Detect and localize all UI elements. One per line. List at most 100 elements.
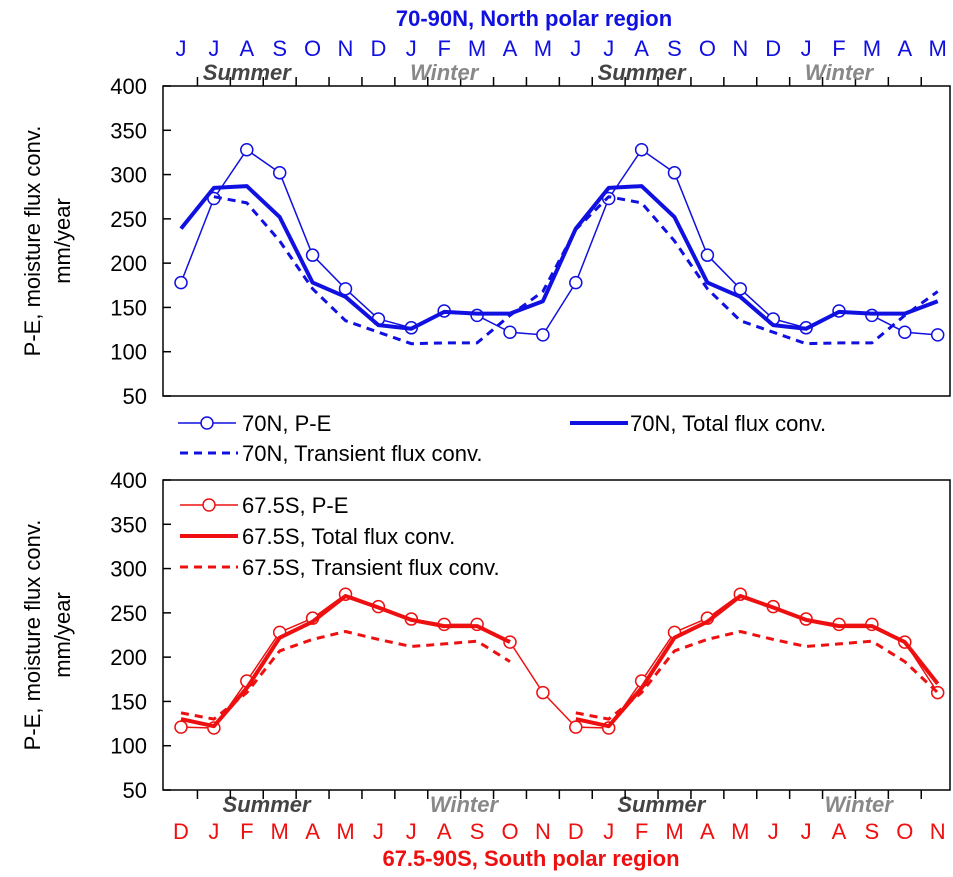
south-ytick-label: 250 — [110, 601, 147, 626]
south-month-label: J — [373, 819, 384, 844]
south-month-label: J — [603, 819, 614, 844]
south-ytick-label: 350 — [110, 512, 147, 537]
north-legend-pe-label: 70N, P-E — [242, 411, 331, 436]
north-month-label: M — [863, 36, 881, 61]
south-month-label: D — [173, 819, 189, 844]
south-ylabel-line2: mm/year — [50, 592, 75, 678]
south-series — [174, 587, 945, 735]
north-legend-transient: 70N, Transient flux conv. — [180, 441, 483, 466]
south-ytick-label: 50 — [123, 778, 147, 803]
south-legend-transient-label: 67.5S, Transient flux conv. — [242, 555, 500, 580]
north-legend: 70N, P-E 70N, Total flux conv. 70N, Tran… — [178, 411, 826, 466]
north-transient-flux-line — [213, 195, 939, 346]
south-month-label: J — [208, 819, 219, 844]
south-month-label: M — [731, 819, 749, 844]
north-month-label: N — [732, 36, 748, 61]
south-legend-pe-label: 67.5S, P-E — [242, 493, 348, 518]
south-month-label: F — [635, 819, 648, 844]
north-ytick-label: 400 — [110, 74, 147, 99]
north-month-label: S — [272, 36, 287, 61]
north-month-label: D — [765, 36, 781, 61]
north-month-label: A — [634, 36, 649, 61]
south-month-label: O — [896, 819, 913, 844]
south-month-label: M — [665, 819, 683, 844]
north-month-label: M — [929, 36, 947, 61]
south-pe-line — [180, 593, 939, 729]
south-pe-point — [174, 720, 188, 734]
north-ytick-label: 100 — [110, 340, 147, 365]
south-month-label: S — [470, 819, 485, 844]
north-month-label: M — [468, 36, 486, 61]
south-month-label: O — [501, 819, 518, 844]
south-ytick-label: 300 — [110, 557, 147, 582]
north-month-label: J — [406, 36, 417, 61]
south-ytick-label: 150 — [110, 689, 147, 714]
south-legend: 67.5S, P-E 67.5S, Total flux conv. 67.5S… — [180, 493, 500, 580]
north-legend-pe: 70N, P-E — [178, 411, 331, 436]
north-plot-frame — [162, 85, 951, 397]
north-pe-point — [240, 143, 254, 157]
north-chart-title: 70-90N, North polar region — [396, 6, 672, 31]
south-month-label: F — [240, 819, 253, 844]
north-season-summer: Summer — [598, 60, 687, 85]
south-legend-total-label: 67.5S, Total flux conv. — [242, 524, 455, 549]
south-y-axis-unit: mm/year — [50, 592, 75, 678]
north-month-label: M — [534, 36, 552, 61]
south-ytick-label: 200 — [110, 645, 147, 670]
north-month-label: J — [801, 36, 812, 61]
south-season-winter: Winter — [825, 792, 895, 817]
south-month-label: A — [700, 819, 715, 844]
south-month-label: J — [801, 819, 812, 844]
north-ylabel-line1: P-E, moisture flux conv. — [20, 126, 45, 357]
north-ytick-label: 200 — [110, 251, 147, 276]
south-month-label: M — [336, 819, 354, 844]
north-month-label: J — [208, 36, 219, 61]
south-month-label: N — [930, 819, 946, 844]
north-legend-total: 70N, Total flux conv. — [570, 411, 826, 436]
north-pe-point — [700, 248, 715, 262]
south-ytick-label: 100 — [110, 734, 147, 759]
north-month-label: O — [699, 36, 716, 61]
south-pe-point — [569, 720, 583, 734]
north-month-label: A — [503, 36, 518, 61]
north-month-label: J — [570, 36, 581, 61]
north-pe-point — [569, 275, 583, 290]
south-pe-point — [536, 685, 550, 700]
north-ytick-label: 50 — [123, 384, 147, 409]
north-pe-point — [930, 328, 945, 342]
south-transient-flux-line — [180, 630, 939, 721]
south-polar-panel: 50 100 150 200 250 300 350 400 Summer Winter Summ… — [20, 468, 951, 871]
north-month-label: F — [437, 36, 450, 61]
south-month-label: N — [535, 819, 551, 844]
north-pe-point — [503, 325, 517, 339]
south-month-label: D — [568, 819, 584, 844]
north-ytick-label: 300 — [110, 163, 147, 188]
south-month-label: M — [271, 819, 289, 844]
south-y-axis: 50 100 150 200 250 300 350 400 — [110, 468, 171, 803]
north-series — [174, 143, 945, 346]
south-season-labels: Summer Winter Summer Winter — [223, 792, 895, 817]
north-ytick-label: 350 — [110, 118, 147, 143]
south-legend-total: 67.5S, Total flux conv. — [180, 524, 455, 549]
north-season-winter: Winter — [805, 60, 875, 85]
north-month-label: F — [832, 36, 845, 61]
south-plot-frame — [162, 479, 951, 791]
north-month-label: D — [370, 36, 386, 61]
north-ytick-label: 250 — [110, 207, 147, 232]
south-total-flux-line — [180, 594, 940, 729]
north-y-axis: 50 100 150 200 250 300 350 400 — [110, 74, 171, 409]
south-ytick-label: 400 — [110, 468, 147, 493]
north-season-winter: Winter — [410, 60, 480, 85]
north-pe-point — [667, 166, 682, 180]
north-ytick-label: 150 — [110, 295, 147, 320]
north-month-label: O — [304, 36, 321, 61]
south-month-label: J — [406, 819, 417, 844]
north-pe-point — [272, 166, 287, 180]
north-legend-total-label: 70N, Total flux conv. — [630, 411, 826, 436]
north-month-label: A — [897, 36, 912, 61]
north-month-label: S — [667, 36, 682, 61]
north-season-labels: Summer Winter Summer Winter — [203, 60, 875, 85]
